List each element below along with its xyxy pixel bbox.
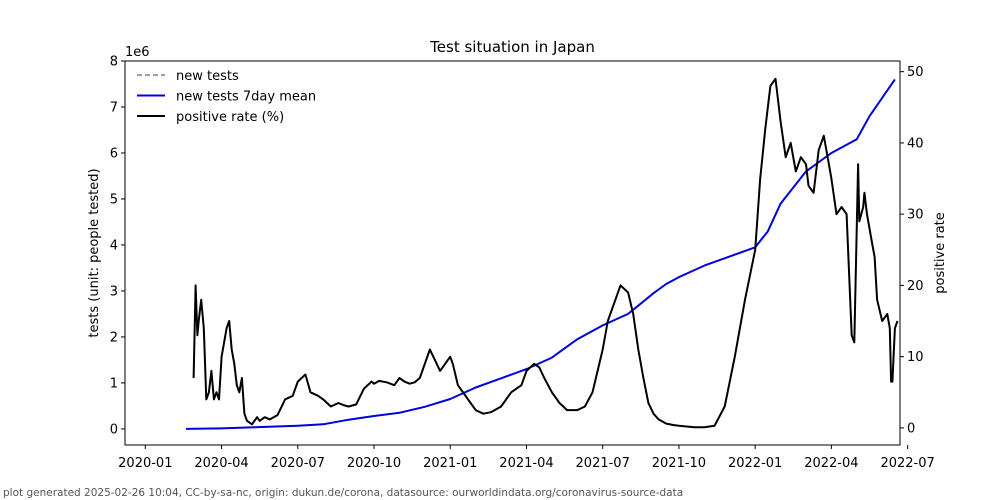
- y-right-tick-label: 50: [907, 65, 924, 80]
- plot-frame: [124, 60, 901, 446]
- y-left-tick-label: 2: [110, 330, 118, 345]
- y-right-tick-label: 20: [907, 279, 924, 294]
- y-left-tick-label: 6: [110, 146, 118, 161]
- y-left-tick-label: 5: [110, 192, 118, 207]
- legend-label: new tests: [176, 69, 239, 84]
- x-tick-label: 2022-04: [804, 456, 858, 471]
- y-left-tick-label: 0: [110, 422, 118, 437]
- plot-area: [185, 77, 899, 430]
- chart-title: Test situation in Japan: [429, 38, 595, 56]
- x-axis: 2020-01 2020-04 2020-07 2020-10 2021-01 2021-…: [118, 445, 935, 471]
- x-tick-label: 2020-07: [271, 456, 325, 471]
- y-left-tick-label: 4: [110, 238, 118, 253]
- y-left-tick-label: 8: [110, 55, 118, 70]
- x-tick-label: 2021-07: [576, 456, 630, 471]
- x-tick-label: 2022-01: [728, 456, 782, 471]
- y-right-tick-label: 30: [907, 208, 924, 223]
- series-line-tests-7day-mean: [185, 78, 896, 430]
- legend-label: positive rate (%): [176, 110, 284, 125]
- y-axis-left: 0 1 2 3 4 5 6 7 8: [110, 55, 125, 437]
- y-offset-label: 1e6: [125, 45, 150, 60]
- x-tick-label: 2022-07: [880, 456, 934, 471]
- x-tick-label: 2020-01: [118, 456, 172, 471]
- y-left-tick-label: 7: [110, 100, 118, 115]
- legend-label: new tests 7day mean: [176, 90, 316, 105]
- legend: new tests new tests 7day mean positive rat…: [137, 69, 316, 125]
- y-axis-right-title: positive rate: [933, 212, 948, 294]
- y-right-tick-label: 40: [907, 136, 924, 151]
- x-tick-label: 2021-04: [499, 456, 553, 471]
- x-tick-label: 2021-10: [652, 456, 706, 471]
- x-tick-label: 2021-01: [423, 456, 477, 471]
- y-left-tick-label: 1: [110, 376, 118, 391]
- series-line-positive-rate: [192, 77, 899, 429]
- y-right-tick-label: 10: [907, 350, 924, 365]
- y-axis-left-title: tests (unit: people tested): [87, 168, 102, 337]
- x-tick-label: 2020-04: [194, 456, 248, 471]
- y-left-tick-label: 3: [110, 284, 118, 299]
- y-right-tick-label: 0: [907, 421, 915, 436]
- y-axis-right: 0 10 20 30 40 50: [900, 65, 924, 436]
- x-tick-label: 2020-10: [347, 456, 401, 471]
- footer-credit: plot generated 2025-02-26 10:04, CC-by-s…: [3, 487, 684, 499]
